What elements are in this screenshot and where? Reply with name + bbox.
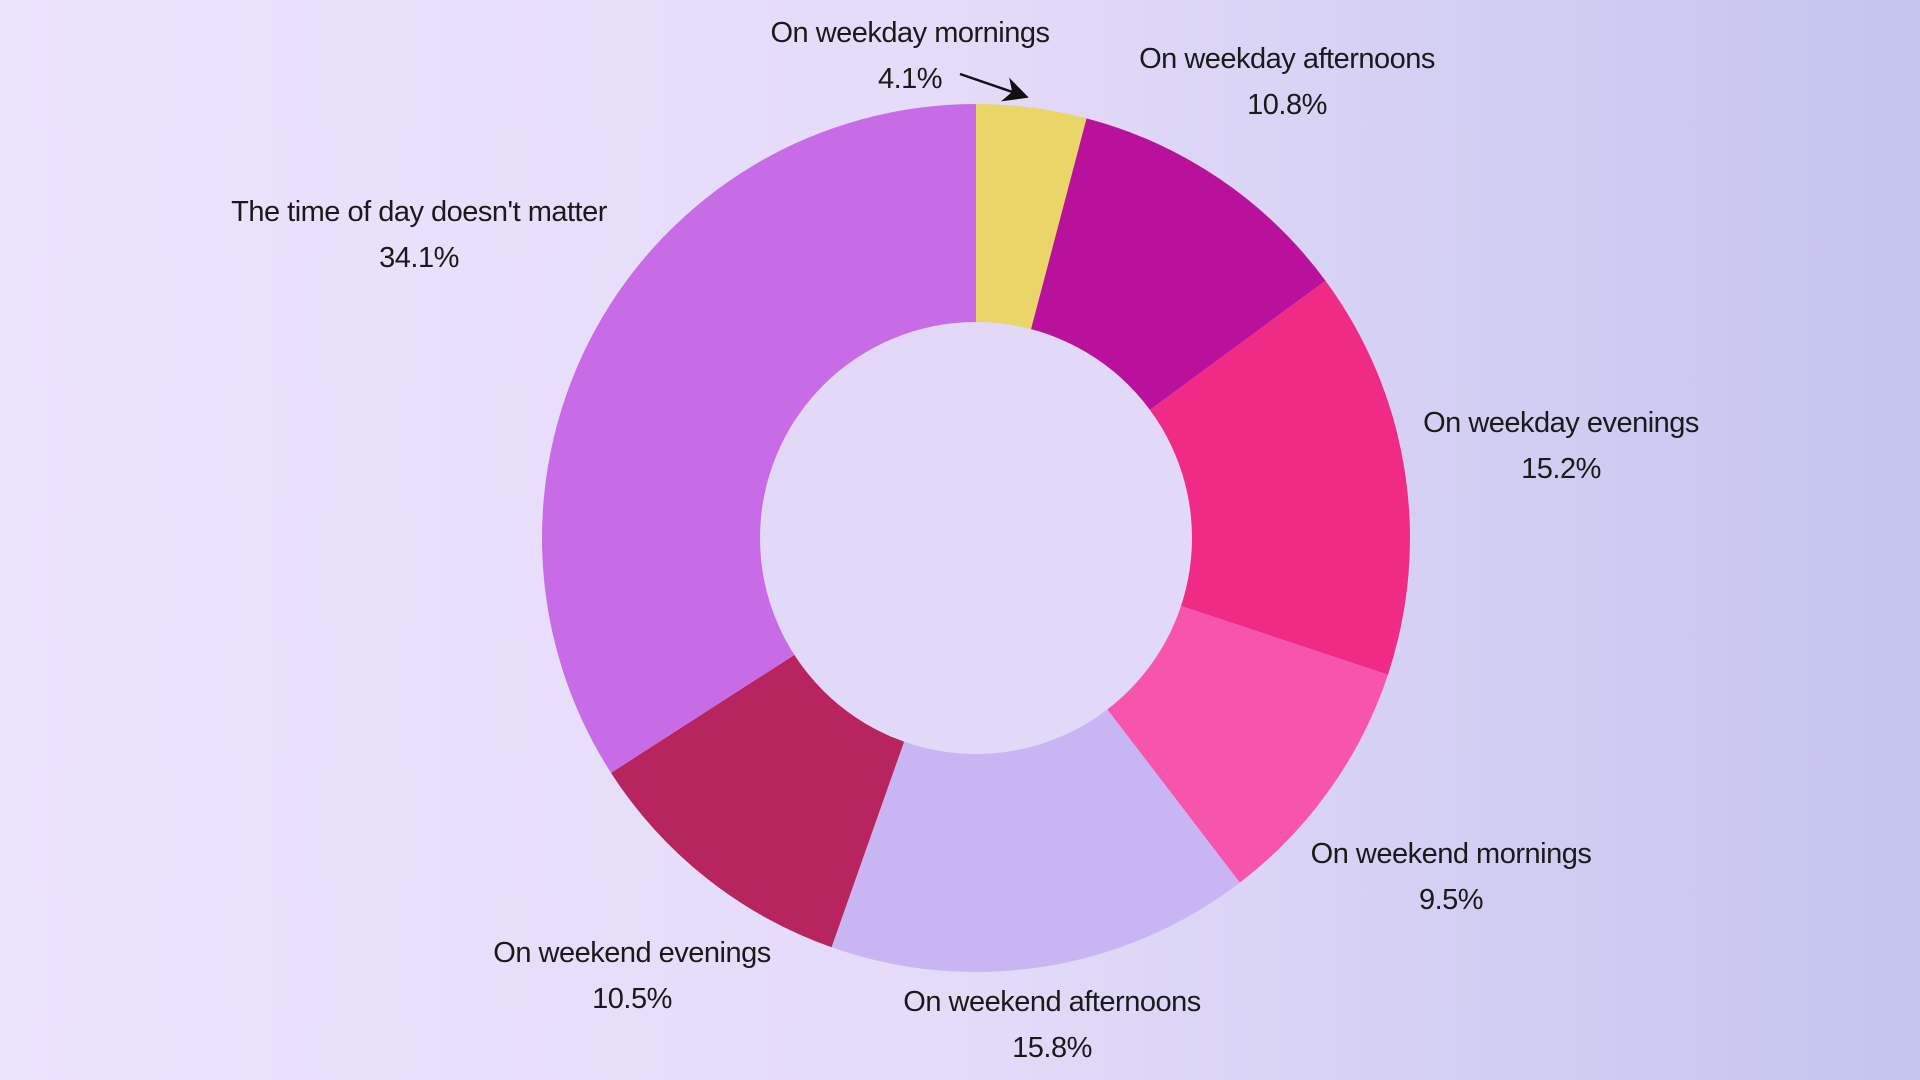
slice-value: 15.2% [1521, 453, 1601, 485]
slice-value: 10.8% [1247, 89, 1327, 121]
slice-label-weekend-mornings: On weekend mornings 9.5% [1311, 831, 1592, 923]
slice-value: 4.1% [877, 63, 943, 95]
slice-value: 9.5% [1418, 884, 1484, 916]
slice-name: On weekend mornings [1310, 838, 1592, 870]
slice-name: On weekend evenings [493, 937, 771, 969]
slice-name: On weekday afternoons [1139, 43, 1435, 75]
slice-name: On weekday mornings [770, 17, 1050, 49]
slice-label-weekend-afternoons: On weekend afternoons 15.8% [903, 979, 1201, 1071]
slice-value: 10.5% [592, 983, 672, 1015]
slice-label-doesnt-matter: The time of day doesn't matter 34.1% [231, 189, 607, 281]
donut-slice-4 [831, 538, 1240, 972]
slice-label-weekday-afternoons: On weekday afternoons 10.8% [1139, 36, 1435, 128]
donut-slice-2 [976, 280, 1410, 675]
slice-label-weekday-mornings: On weekday mornings 4.1% [770, 10, 1050, 102]
slice-name: On weekday evenings [1423, 407, 1699, 439]
slice-name: On weekend afternoons [903, 986, 1201, 1018]
donut-hole [760, 322, 1192, 754]
callout-arrow [959, 72, 1029, 102]
slice-value: 34.1% [379, 242, 459, 274]
slice-name: The time of day doesn't matter [231, 196, 607, 228]
slice-value: 15.8% [1012, 1032, 1092, 1064]
slice-label-weekday-evenings: On weekday evenings 15.2% [1423, 400, 1699, 492]
slice-label-weekend-evenings: On weekend evenings 10.5% [493, 930, 771, 1022]
